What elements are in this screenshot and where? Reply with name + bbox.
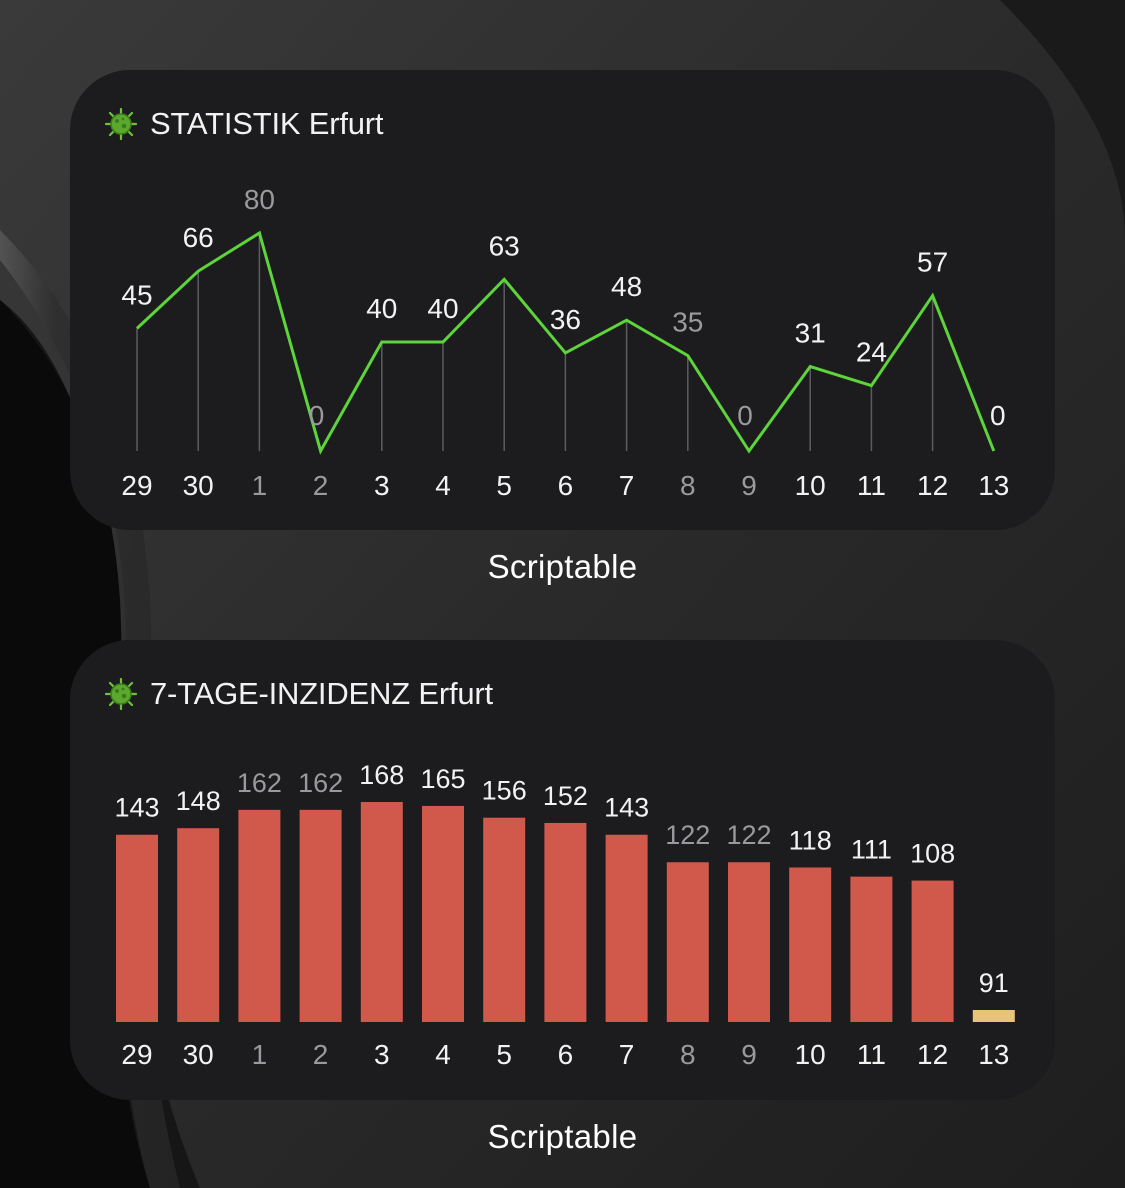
bar	[116, 834, 158, 1022]
widget-title-text: STATISTIK Erfurt	[150, 106, 384, 141]
x-tick-label: 13	[978, 1039, 1009, 1070]
bar	[177, 828, 220, 1022]
bar	[299, 809, 342, 1022]
data-label: 148	[176, 786, 221, 816]
data-label: 0	[309, 400, 325, 431]
data-label: 118	[789, 825, 832, 855]
widget-caption: Scriptable	[487, 1118, 638, 1155]
data-label: 111	[851, 835, 892, 865]
x-tick-label: 12	[917, 470, 948, 501]
line-chart: 4529663080102403404635366487358093110241…	[121, 184, 1009, 501]
x-tick-label: 11	[857, 1039, 886, 1070]
data-label: 45	[121, 279, 152, 310]
statistik-widget[interactable]: STATISTIK Erfurt 45 29 66 30 80 1 0 2 40 3 40 4 63 5 3…	[70, 70, 1055, 530]
data-label: 0	[990, 400, 1006, 431]
data-label: 63	[489, 230, 520, 261]
x-tick-label: 4	[435, 470, 451, 501]
bar	[850, 876, 893, 1022]
x-tick-label: 30	[183, 470, 214, 501]
data-label: 40	[427, 293, 458, 324]
data-label: 122	[726, 820, 771, 850]
x-tick-label: 8	[680, 1039, 696, 1070]
data-label: 156	[482, 776, 527, 806]
bar	[972, 1010, 1015, 1022]
bar	[666, 862, 709, 1022]
bar	[238, 809, 281, 1022]
x-tick-label: 9	[741, 1039, 757, 1070]
x-tick-label: 10	[795, 1039, 826, 1070]
x-tick-label: 7	[619, 470, 635, 501]
bar	[605, 834, 648, 1022]
data-label: 91	[979, 968, 1009, 998]
x-tick-label: 6	[558, 470, 574, 501]
data-label: 31	[795, 318, 826, 349]
bar	[544, 822, 587, 1022]
data-label: 143	[604, 793, 649, 823]
x-tick-label: 2	[313, 1039, 329, 1070]
widget-title-text: 7-TAGE-INZIDENZ Erfurt	[150, 676, 493, 711]
bar	[360, 802, 403, 1022]
widget-title: 7-TAGE-INZIDENZ Erfurt	[104, 674, 493, 714]
widget-caption: Scriptable	[487, 548, 638, 585]
x-tick-label: 8	[680, 470, 696, 501]
data-label: 80	[244, 184, 275, 215]
data-label: 57	[917, 247, 948, 278]
data-label: 122	[665, 820, 710, 850]
x-tick-label: 5	[496, 1039, 512, 1070]
x-tick-label: 1	[252, 1039, 268, 1070]
data-label: 36	[550, 304, 581, 335]
inzidenz-widget[interactable]: 7-TAGE-INZIDENZ Erfurt 143 29 148 30 162 1 162…	[70, 640, 1055, 1100]
bar	[728, 862, 770, 1022]
data-label: 168	[359, 760, 404, 790]
data-label: 165	[420, 764, 465, 794]
data-label: 162	[298, 768, 343, 798]
x-tick-label: 29	[121, 1039, 152, 1070]
x-tick-label: 11	[857, 470, 886, 501]
bar-chart: 143 29 148 30 162 1 162 2 168 3 165 4 156 5 152 6 143 7 12…	[114, 760, 1015, 1070]
data-label: 162	[237, 768, 282, 798]
data-label: 24	[856, 337, 887, 368]
data-label: 48	[611, 271, 642, 302]
data-label: 0	[737, 400, 753, 431]
virus-icon	[104, 677, 138, 711]
x-tick-label: 4	[435, 1039, 451, 1070]
data-label: 152	[543, 781, 588, 811]
bar	[789, 867, 832, 1022]
x-tick-label: 30	[183, 1039, 214, 1070]
x-tick-label: 2	[313, 470, 329, 501]
bar	[911, 880, 954, 1022]
x-tick-label: 12	[917, 1039, 948, 1070]
x-tick-label: 9	[741, 470, 757, 501]
x-tick-label: 3	[374, 470, 390, 501]
series-line	[135, 230, 996, 455]
data-label: 66	[183, 222, 214, 253]
bar	[483, 817, 526, 1022]
x-tick-label: 13	[978, 470, 1009, 501]
x-tick-label: 1	[252, 470, 268, 501]
x-tick-label: 29	[121, 470, 152, 501]
x-tick-label: 3	[374, 1039, 390, 1070]
data-label: 40	[366, 293, 397, 324]
x-tick-label: 10	[795, 470, 826, 501]
x-tick-label: 7	[619, 1039, 635, 1070]
data-label: 35	[672, 307, 703, 338]
data-label: 143	[114, 793, 159, 823]
bar	[422, 805, 464, 1022]
data-label: 108	[910, 839, 955, 869]
x-tick-label: 6	[558, 1039, 574, 1070]
virus-icon	[104, 107, 138, 141]
widget-title: STATISTIK Erfurt	[104, 104, 384, 144]
x-tick-label: 5	[496, 470, 512, 501]
